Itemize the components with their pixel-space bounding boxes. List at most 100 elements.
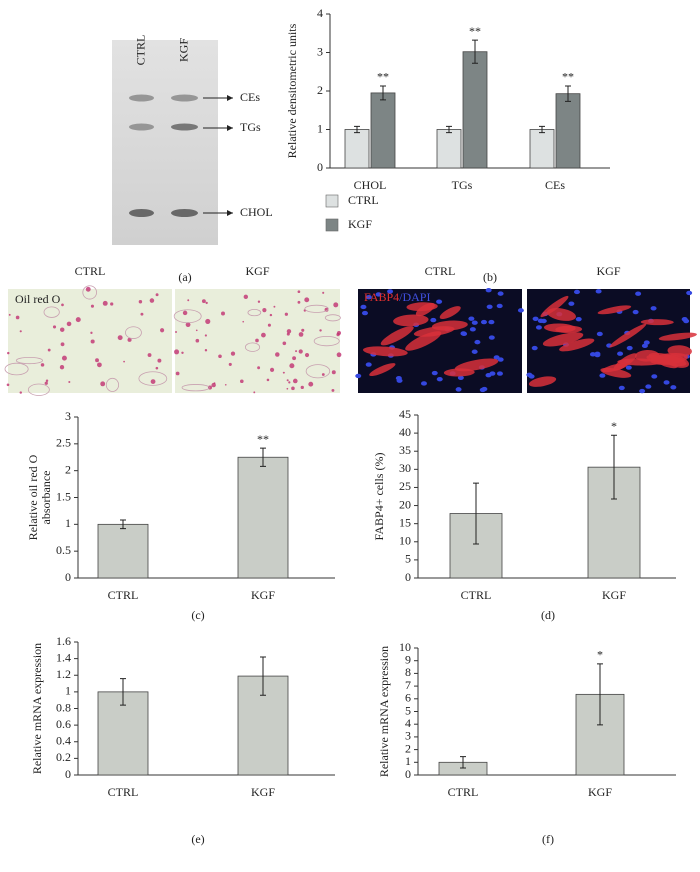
y-tick-label: 10: [399, 640, 411, 654]
error-bar: [539, 125, 545, 134]
cell: [658, 332, 697, 341]
nucleus: [594, 351, 601, 356]
stain-dot: [257, 300, 261, 303]
stain-dot: [182, 310, 188, 316]
error-bar: [120, 519, 126, 530]
stain-dot: [66, 321, 72, 327]
y-tick-label: 5: [405, 703, 411, 717]
stain-dot: [204, 334, 207, 337]
bar: [587, 466, 641, 579]
y-tick-label: 3: [65, 409, 71, 423]
nucleus: [618, 385, 625, 391]
y-tick-label: 35: [399, 443, 411, 457]
nucleus: [471, 320, 478, 325]
stain-dot: [138, 300, 143, 304]
y-tick-label: 2: [317, 83, 323, 97]
legend-label: KGF: [348, 217, 372, 231]
cell: [431, 320, 468, 331]
stain-dot: [242, 320, 245, 323]
stain-dot: [123, 360, 125, 363]
y-tick-label: 7: [405, 678, 411, 692]
nucleus: [625, 365, 632, 370]
nucleus: [488, 335, 495, 340]
y-tick-label: 3: [317, 44, 323, 58]
nucleus: [639, 388, 646, 394]
panel-label: (f): [542, 832, 554, 846]
cell: [405, 331, 442, 351]
legend-swatch: [325, 218, 339, 232]
cell-outline: [304, 304, 329, 313]
nucleus: [479, 387, 486, 393]
bar: [462, 51, 488, 169]
stain-dot: [257, 366, 261, 370]
y-tick-label: 1.6: [56, 634, 71, 648]
y-tick-label: 4: [405, 716, 411, 730]
y-tick-label: 0: [405, 767, 411, 781]
gel-band: [171, 94, 198, 102]
nucleus: [645, 384, 652, 389]
y-tick-label: 1: [317, 121, 323, 135]
gel-image: [112, 40, 218, 245]
stain-dot: [6, 383, 10, 387]
stain-dot: [273, 305, 276, 308]
nucleus: [496, 303, 503, 309]
band-label: CHOL: [240, 205, 273, 219]
stain-dot: [282, 371, 285, 374]
stain-dot: [269, 313, 273, 317]
error-bar: [472, 39, 478, 64]
stain-dot: [218, 354, 222, 359]
stain-dot: [68, 380, 71, 384]
nucleus: [663, 380, 670, 385]
y-tick-label: 0.8: [56, 700, 71, 714]
y-axis-label: Relative oil red O: [26, 454, 40, 540]
arrow-head: [227, 125, 233, 131]
panel-label: (d): [541, 608, 555, 622]
stain-dot: [8, 313, 11, 316]
y-axis-label: Relative densitometric units: [285, 23, 299, 158]
stain-dot: [175, 331, 177, 333]
stain-dot: [204, 349, 208, 352]
bar: [237, 456, 289, 579]
cell: [650, 352, 689, 365]
error-bar: [120, 678, 126, 706]
y-tick-label: 0: [65, 767, 71, 781]
stain-dot: [304, 297, 310, 303]
cell-outline: [305, 364, 331, 379]
bar: [97, 691, 149, 776]
stain-dot: [7, 351, 10, 355]
nucleus: [485, 372, 492, 378]
error-bar: [611, 434, 617, 500]
cell-outline: [125, 326, 142, 339]
nucleus: [387, 289, 394, 294]
cell: [439, 306, 461, 320]
cell: [559, 338, 595, 352]
bar: [344, 129, 370, 169]
cell-outline: [181, 384, 210, 392]
stain-dot: [308, 381, 314, 387]
nucleus: [355, 373, 362, 379]
arrow-head: [227, 210, 233, 216]
stain-dot: [291, 386, 295, 391]
error-bar: [460, 756, 466, 769]
y-tick-label: 6: [405, 691, 411, 705]
nucleus: [686, 290, 693, 296]
stain-dot: [127, 337, 132, 342]
stain-dot: [230, 351, 236, 356]
y-tick-label: 0: [65, 570, 71, 584]
stain-dot: [321, 373, 325, 376]
stain-dot: [60, 342, 65, 347]
stain-dot: [286, 329, 292, 334]
panel-label: (b): [483, 270, 497, 284]
cell: [454, 358, 499, 372]
cell: [406, 302, 438, 312]
error-bar: [260, 447, 266, 467]
y-tick-label: 0: [317, 160, 323, 174]
cell-outline: [27, 383, 50, 396]
stain-dot: [181, 351, 184, 354]
x-tick-label: CEs: [545, 178, 565, 192]
stain-dot: [185, 322, 191, 328]
stain-dot: [282, 341, 287, 346]
stain-dot: [175, 371, 180, 376]
cell: [362, 346, 408, 357]
